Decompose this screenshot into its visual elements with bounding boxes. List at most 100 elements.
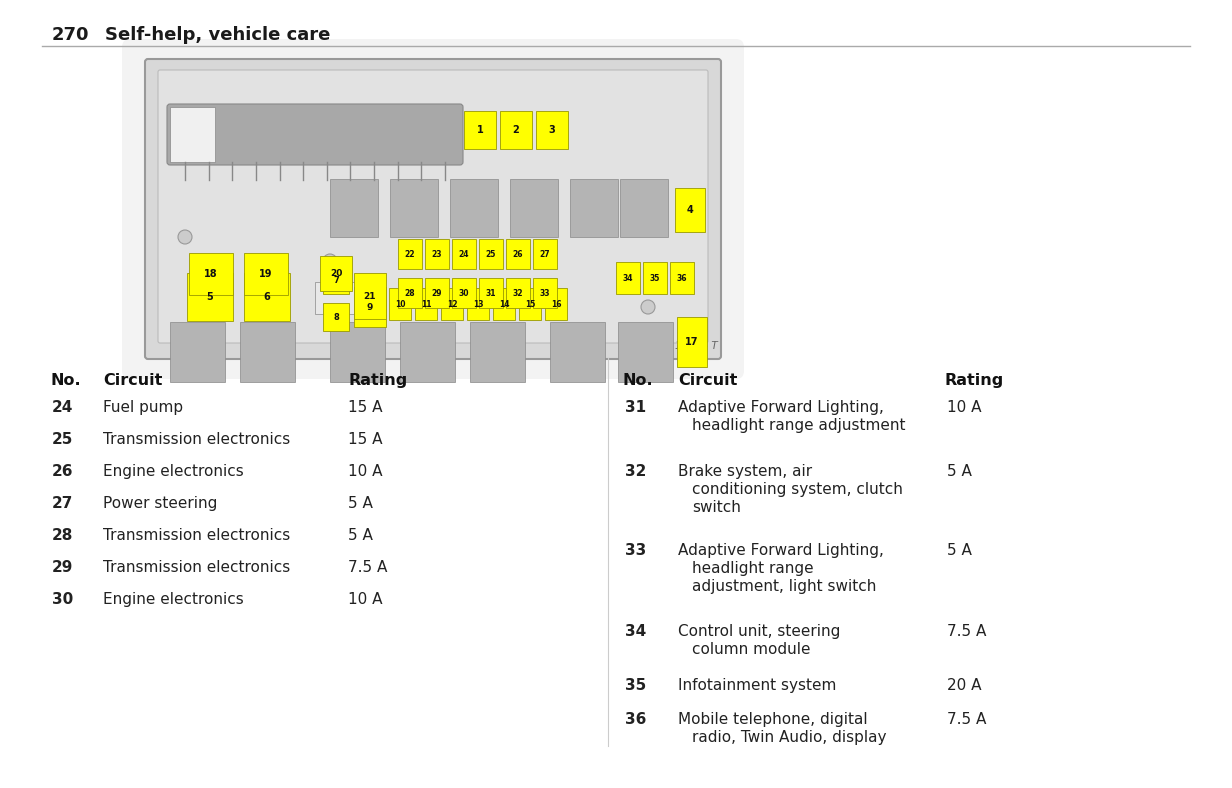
Bar <box>533 239 557 269</box>
Text: 6: 6 <box>264 292 270 302</box>
Text: 31: 31 <box>625 400 646 415</box>
Text: 27: 27 <box>540 250 551 258</box>
Text: 15 A: 15 A <box>347 432 382 447</box>
Bar <box>519 288 541 320</box>
Text: 5 A: 5 A <box>947 464 972 479</box>
Bar <box>354 273 386 319</box>
Text: Power steering: Power steering <box>103 496 217 511</box>
Bar <box>536 111 568 149</box>
Text: 9: 9 <box>367 303 373 311</box>
Text: 5: 5 <box>207 292 213 302</box>
Text: 7.5 A: 7.5 A <box>947 712 987 727</box>
Text: 7.5 A: 7.5 A <box>347 560 387 575</box>
Text: 14: 14 <box>499 299 509 308</box>
Text: 33: 33 <box>625 543 647 558</box>
Text: 34: 34 <box>622 273 633 283</box>
Text: 15 A: 15 A <box>347 400 382 415</box>
Bar <box>244 253 288 295</box>
Bar <box>506 278 530 308</box>
Text: 21: 21 <box>363 292 376 300</box>
Text: 22: 22 <box>405 250 415 258</box>
Text: Rating: Rating <box>347 373 408 388</box>
Text: 17: 17 <box>685 337 699 347</box>
Bar <box>240 322 294 382</box>
Text: 10: 10 <box>394 299 405 308</box>
Bar <box>187 273 233 321</box>
Bar <box>244 273 290 321</box>
Bar <box>425 239 448 269</box>
Text: 30: 30 <box>458 288 469 298</box>
Bar <box>354 287 386 327</box>
Text: 25: 25 <box>485 250 496 258</box>
FancyBboxPatch shape <box>168 104 463 165</box>
Text: 10 A: 10 A <box>347 464 382 479</box>
Text: headlight range adjustment: headlight range adjustment <box>692 418 906 433</box>
Bar <box>467 288 489 320</box>
Text: Transmission electronics: Transmission electronics <box>103 560 291 575</box>
Bar <box>330 179 378 237</box>
Text: 8: 8 <box>333 313 339 322</box>
Bar <box>330 322 384 382</box>
Text: 7: 7 <box>333 276 339 284</box>
Text: No.: No. <box>51 373 80 388</box>
Bar <box>323 266 349 294</box>
FancyBboxPatch shape <box>158 70 708 343</box>
Text: 5 A: 5 A <box>947 543 972 558</box>
Bar <box>618 322 673 382</box>
Text: 31: 31 <box>485 288 496 298</box>
Text: column module: column module <box>692 642 811 657</box>
Bar <box>450 179 498 237</box>
Text: Adaptive Forward Lighting,: Adaptive Forward Lighting, <box>678 543 883 558</box>
Bar <box>320 255 352 291</box>
Bar <box>510 179 558 237</box>
Text: Transmission electronics: Transmission electronics <box>103 528 291 543</box>
Circle shape <box>641 300 655 314</box>
Bar <box>506 239 530 269</box>
Bar <box>670 262 694 294</box>
Text: Adaptive Forward Lighting,: Adaptive Forward Lighting, <box>678 400 883 415</box>
Text: No.: No. <box>623 373 654 388</box>
Text: 15: 15 <box>525 299 535 308</box>
Text: Circuit: Circuit <box>103 373 163 388</box>
Text: 24: 24 <box>458 250 469 258</box>
Text: 32: 32 <box>513 288 524 298</box>
Text: Rating: Rating <box>945 373 1004 388</box>
Text: 35: 35 <box>625 678 647 693</box>
Text: switch: switch <box>692 500 740 515</box>
Text: 35: 35 <box>649 273 660 283</box>
Bar <box>643 262 667 294</box>
Text: 11: 11 <box>421 299 431 308</box>
Text: Engine electronics: Engine electronics <box>103 464 244 479</box>
Text: 29: 29 <box>52 560 74 575</box>
Bar <box>479 278 503 308</box>
Bar <box>464 111 496 149</box>
Text: Brake system, air: Brake system, air <box>678 464 812 479</box>
Bar <box>479 239 503 269</box>
Text: 13: 13 <box>473 299 483 308</box>
Text: 32: 32 <box>625 464 647 479</box>
Text: 36: 36 <box>625 712 647 727</box>
Text: Circuit: Circuit <box>678 373 738 388</box>
Bar <box>570 179 618 237</box>
Bar <box>452 278 476 308</box>
Text: Infotainment system: Infotainment system <box>678 678 837 693</box>
Text: Fuel pump: Fuel pump <box>103 400 184 415</box>
Text: 17264 T: 17264 T <box>675 341 718 351</box>
Text: 28: 28 <box>52 528 74 543</box>
Bar <box>323 303 349 331</box>
Text: Mobile telephone, digital: Mobile telephone, digital <box>678 712 867 727</box>
Text: 20 A: 20 A <box>947 678 982 693</box>
Bar <box>391 179 439 237</box>
Text: 25: 25 <box>52 432 74 447</box>
Text: 10 A: 10 A <box>347 592 382 607</box>
Bar <box>533 278 557 308</box>
Bar <box>170 322 225 382</box>
Text: 33: 33 <box>540 288 551 298</box>
Bar <box>315 282 384 314</box>
Bar <box>545 288 567 320</box>
Bar <box>678 317 707 367</box>
Bar <box>398 278 423 308</box>
Text: 27: 27 <box>52 496 74 511</box>
Bar <box>469 322 525 382</box>
Text: radio, Twin Audio, display: radio, Twin Audio, display <box>692 730 887 745</box>
